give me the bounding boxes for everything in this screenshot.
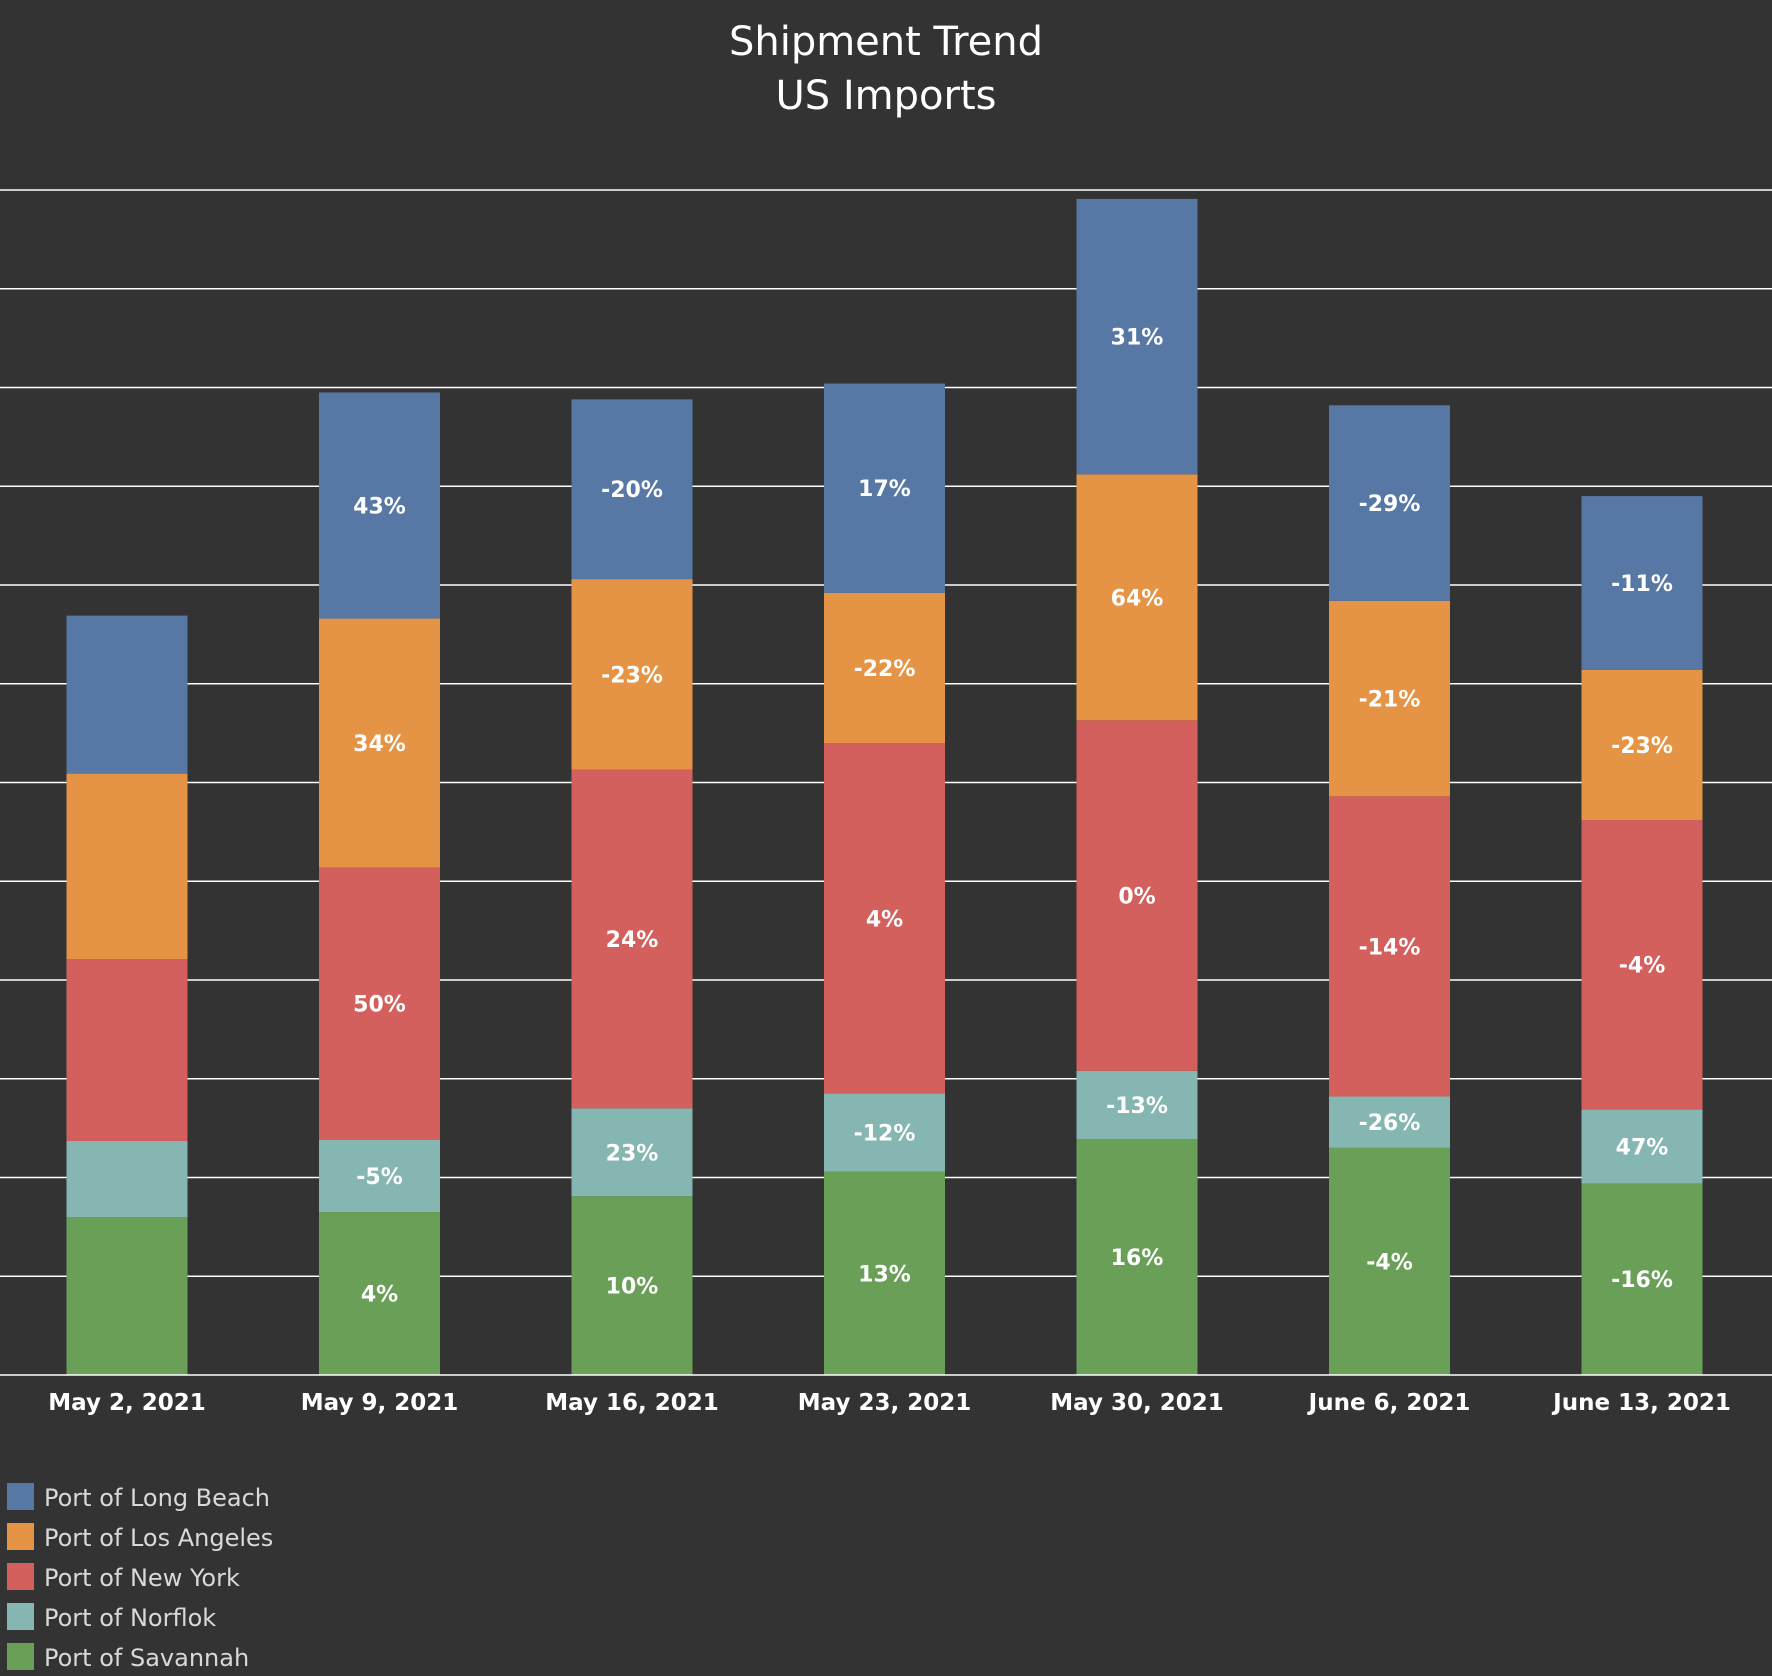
x-axis: May 2, 2021 May 9, 2021 May 16, 2021 May 23… — [0, 1374, 1772, 1416]
bar-segment-port-of-long-beach[interactable] — [319, 392, 440, 619]
legend-swatch — [7, 1523, 34, 1550]
bar-segment-port-of-norflok[interactable] — [1329, 1096, 1450, 1148]
bar-segment-port-of-new-york[interactable] — [1329, 796, 1450, 1097]
bar-segment-port-of-norflok[interactable] — [571, 1108, 693, 1197]
bar-segment-port-of-savannah[interactable] — [1076, 1138, 1198, 1375]
bar-segment-port-of-los-angeles[interactable] — [1076, 474, 1198, 721]
x-tick-label: May 30, 2021 — [1050, 1390, 1223, 1416]
data-label: -14% — [1359, 935, 1421, 960]
bar-segment-port-of-norflok[interactable] — [319, 1139, 440, 1213]
data-label: -23% — [1611, 734, 1673, 759]
bar-segment-port-of-los-angeles[interactable] — [1329, 600, 1450, 797]
data-label: -13% — [1106, 1094, 1168, 1119]
legend-label: Port of Norflok — [44, 1604, 216, 1632]
bar-segment-port-of-long-beach[interactable] — [1329, 405, 1450, 601]
data-label: 47% — [1616, 1135, 1669, 1160]
data-label: 34% — [353, 732, 406, 757]
bar-segment-port-of-new-york[interactable] — [571, 769, 693, 1109]
chart-title-line-2: US Imports — [776, 73, 997, 119]
data-label: 4% — [361, 1283, 398, 1308]
legend-label: Port of Savannah — [44, 1644, 249, 1672]
data-label: -22% — [854, 657, 916, 682]
bar-segment-port-of-norflok[interactable] — [824, 1093, 945, 1172]
legend: Port of Long Beach Port of Los Angeles Por… — [7, 1483, 273, 1672]
bar-segment-port-of-norflok[interactable] — [1076, 1070, 1198, 1139]
data-label: -4% — [1366, 1250, 1412, 1275]
bars — [66, 198, 1703, 1375]
legend-item[interactable]: Port of Savannah — [7, 1643, 249, 1672]
bar-segment-port-of-los-angeles[interactable] — [1581, 669, 1703, 821]
bar-segment-port-of-los-angeles[interactable] — [319, 618, 440, 868]
bar-segment-port-of-savannah[interactable] — [1329, 1147, 1450, 1375]
chart-title-line-1: Shipment Trend — [729, 19, 1043, 65]
bar-segment-port-of-los-angeles[interactable] — [66, 773, 188, 960]
data-label: -4% — [1619, 954, 1665, 979]
data-label: 16% — [1111, 1246, 1164, 1271]
legend-item[interactable]: Port of Norflok — [7, 1603, 216, 1632]
data-label: 0% — [1118, 885, 1155, 910]
bar-segment-port-of-new-york[interactable] — [319, 867, 440, 1140]
legend-item[interactable]: Port of Long Beach — [7, 1483, 270, 1512]
bar-segment-port-of-new-york[interactable] — [1581, 820, 1703, 1110]
legend-item[interactable]: Port of Los Angeles — [7, 1523, 273, 1552]
data-label: 13% — [858, 1262, 911, 1287]
data-label: 50% — [353, 993, 406, 1018]
bar-segment-port-of-long-beach[interactable] — [824, 383, 945, 593]
data-label: -26% — [1359, 1111, 1421, 1136]
data-label: -5% — [356, 1165, 402, 1190]
bar-segment-port-of-norflok[interactable] — [66, 1140, 188, 1217]
legend-label: Port of New York — [44, 1564, 240, 1592]
legend-swatch — [7, 1563, 34, 1590]
data-label: 24% — [606, 928, 659, 953]
x-tick-label: June 13, 2021 — [1551, 1390, 1731, 1416]
x-tick-label: May 2, 2021 — [48, 1390, 205, 1416]
bar-segment-port-of-long-beach[interactable] — [66, 615, 188, 774]
data-label: -23% — [601, 663, 663, 688]
bar-segment-port-of-long-beach[interactable] — [571, 399, 693, 580]
bar-segment-port-of-long-beach[interactable] — [1076, 198, 1198, 475]
data-label: -12% — [854, 1122, 916, 1147]
x-tick-label: May 16, 2021 — [545, 1390, 718, 1416]
data-labels: 4% -5% 50% 34% 43% 10% 23% 24% -23% -20% 13% -12% 4%… — [353, 326, 1673, 1308]
legend-swatch — [7, 1603, 34, 1630]
data-label: 23% — [606, 1141, 659, 1166]
bar-segment-port-of-savannah[interactable] — [824, 1171, 945, 1375]
data-label: -20% — [601, 478, 663, 503]
bar-segment-port-of-savannah[interactable] — [571, 1196, 693, 1375]
bar-segment-port-of-savannah[interactable] — [1581, 1183, 1703, 1375]
x-tick-label: May 23, 2021 — [798, 1390, 971, 1416]
legend-label: Port of Long Beach — [44, 1484, 270, 1512]
bar-segment-port-of-long-beach[interactable] — [1581, 496, 1703, 670]
data-label: 17% — [858, 477, 911, 502]
data-label: 4% — [866, 907, 903, 932]
x-tick-label: May 9, 2021 — [301, 1390, 458, 1416]
bar-segment-port-of-los-angeles[interactable] — [571, 579, 693, 770]
legend-swatch — [7, 1643, 34, 1670]
legend-label: Port of Los Angeles — [44, 1524, 273, 1552]
bar-segment-port-of-los-angeles[interactable] — [824, 592, 945, 743]
legend-swatch — [7, 1483, 34, 1510]
data-label: -16% — [1611, 1268, 1673, 1293]
data-label: 64% — [1111, 586, 1164, 611]
data-label: -29% — [1359, 492, 1421, 517]
bar-segment-port-of-new-york[interactable] — [824, 743, 945, 1094]
bar-segment-port-of-norflok[interactable] — [1581, 1109, 1703, 1184]
bar-segment-port-of-new-york[interactable] — [1076, 720, 1198, 1071]
bar-segment-port-of-new-york[interactable] — [66, 959, 188, 1141]
data-label: 43% — [353, 495, 406, 520]
data-label: 31% — [1111, 326, 1164, 351]
data-label: 10% — [606, 1275, 659, 1300]
x-tick-label: June 6, 2021 — [1307, 1390, 1471, 1416]
bar-segment-port-of-savannah[interactable] — [319, 1212, 440, 1375]
legend-item[interactable]: Port of New York — [7, 1563, 240, 1592]
data-label: -11% — [1611, 572, 1673, 597]
bar-segment-port-of-savannah[interactable] — [66, 1217, 188, 1375]
data-label: -21% — [1359, 688, 1421, 713]
